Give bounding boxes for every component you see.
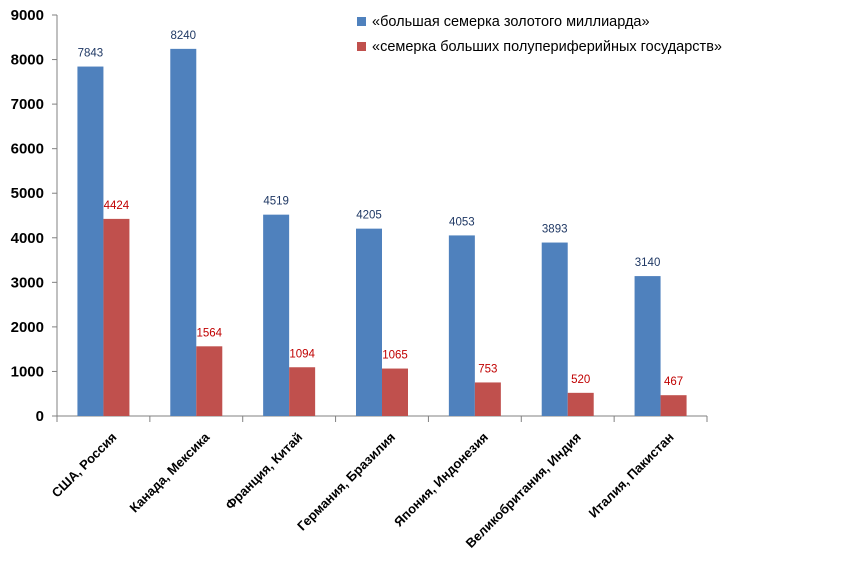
data-label: 753 bbox=[478, 363, 497, 375]
x-category-label: США, Россия bbox=[49, 430, 120, 501]
x-category-label: Германия, Бразилия bbox=[294, 430, 398, 534]
bar bbox=[77, 66, 104, 416]
bar bbox=[103, 218, 130, 416]
bar bbox=[634, 276, 661, 416]
bar bbox=[448, 235, 475, 416]
bar bbox=[660, 395, 687, 416]
legend-item: «большая семерка золотого миллиарда» bbox=[357, 14, 650, 30]
data-label: 1564 bbox=[196, 327, 222, 339]
legend-label: «семерка больших полупериферийных госуда… bbox=[372, 39, 722, 55]
data-label: 4053 bbox=[449, 216, 475, 228]
x-category-label: Канада, Мексика bbox=[127, 429, 213, 515]
data-label: 1065 bbox=[382, 350, 408, 362]
legend-label: «большая семерка золотого миллиарда» bbox=[372, 14, 650, 30]
bar bbox=[263, 214, 290, 416]
x-category-label: Франция, Китай bbox=[222, 430, 305, 513]
y-tick-label: 3000 bbox=[11, 274, 44, 291]
y-axis: 0 1000 2000 3000 4000 5000 6000 7000 8000 9000 bbox=[11, 7, 58, 425]
bar bbox=[382, 368, 408, 416]
y-tick-label: 7000 bbox=[11, 96, 44, 113]
x-category-label: Япония, Индонезия bbox=[391, 430, 491, 530]
legend-swatch bbox=[357, 42, 366, 51]
bar bbox=[474, 382, 501, 416]
data-label: 8240 bbox=[170, 30, 196, 42]
data-label: 520 bbox=[571, 374, 590, 386]
y-tick-label: 9000 bbox=[11, 7, 44, 24]
bar bbox=[356, 228, 382, 416]
legend-item: «семерка больших полупериферийных госуда… bbox=[357, 39, 722, 55]
bar bbox=[289, 367, 316, 416]
x-category-label: Италия, Пакистан bbox=[586, 430, 677, 521]
bar bbox=[567, 392, 594, 416]
bar bbox=[541, 242, 568, 416]
data-label: 3140 bbox=[635, 257, 661, 269]
data-label: 467 bbox=[664, 376, 683, 388]
data-label: 7843 bbox=[78, 48, 104, 60]
y-tick-label: 6000 bbox=[11, 141, 44, 158]
data-label: 1094 bbox=[289, 348, 315, 360]
y-tick-label: 4000 bbox=[11, 230, 44, 247]
bar bbox=[196, 346, 223, 416]
bars bbox=[77, 48, 687, 417]
data-label: 4424 bbox=[104, 200, 130, 212]
chart-legend: «большая семерка золотого миллиарда» «сем… bbox=[357, 14, 722, 55]
data-label: 4519 bbox=[263, 196, 289, 208]
data-labels: 7843 8240 4519 4205 4053 3893 3140 4424 1564 1094… bbox=[78, 30, 684, 388]
y-tick-label: 2000 bbox=[11, 319, 44, 336]
bar bbox=[170, 48, 197, 417]
x-axis: США, Россия Канада, Мексика Франция, Китай… bbox=[49, 415, 708, 551]
y-tick-label: 5000 bbox=[11, 185, 44, 202]
y-tick-label: 8000 bbox=[11, 52, 44, 69]
legend-swatch bbox=[357, 17, 366, 26]
data-label: 4205 bbox=[356, 210, 382, 222]
y-tick-label: 0 bbox=[36, 408, 44, 425]
data-label: 3893 bbox=[542, 224, 568, 236]
y-tick-label: 1000 bbox=[11, 363, 44, 380]
